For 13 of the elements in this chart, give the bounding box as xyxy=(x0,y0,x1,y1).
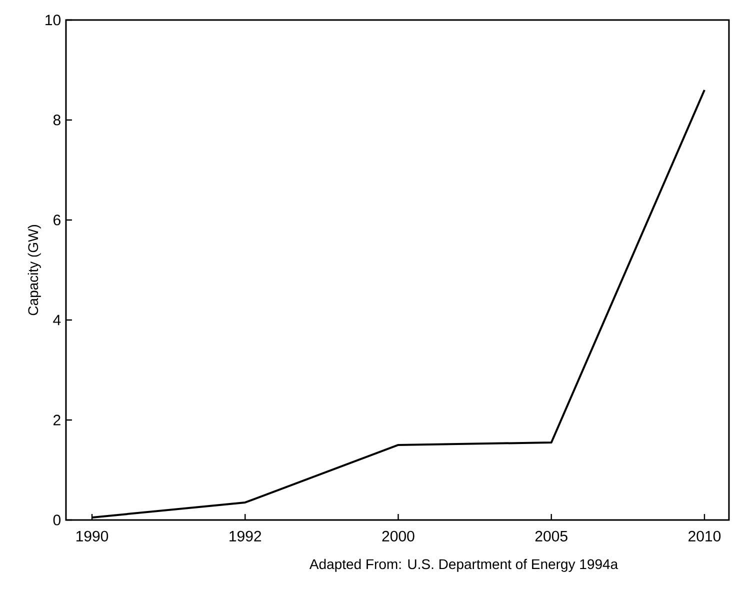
x-tick-label: 2000 xyxy=(382,530,414,542)
y-axis-title: Capacity (GW) xyxy=(28,224,41,316)
y-tick-label: 2 xyxy=(54,414,60,426)
y-tick-label: 8 xyxy=(53,114,60,126)
x-tick-label: 1990 xyxy=(76,530,108,542)
y-tick-label: 0 xyxy=(53,514,61,526)
x-tick-label: 1992 xyxy=(230,530,262,542)
x-tick-label: 2005 xyxy=(535,530,568,542)
y-tick-label: 6 xyxy=(54,214,60,226)
x-tick-label: 2010 xyxy=(688,530,721,542)
y-tick-label: 10 xyxy=(46,14,61,26)
y-tick-label: 4 xyxy=(53,314,61,326)
text: Adapted From: U.S. Department of Energy 1994a xyxy=(309,558,618,572)
